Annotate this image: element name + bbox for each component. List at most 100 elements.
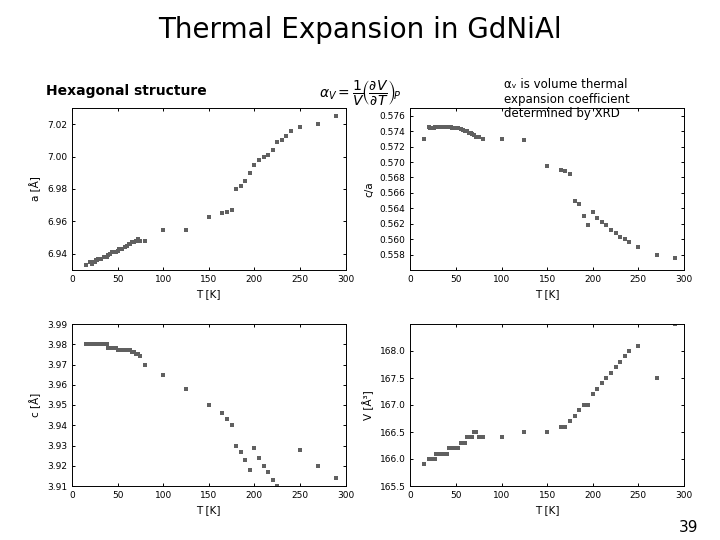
Point: [128, 348, 140, 357]
Point: [107, 344, 118, 353]
Point: [518, 136, 530, 145]
Point: [578, 401, 590, 409]
Point: [80, 261, 91, 269]
Point: [439, 123, 451, 132]
Point: [127, 238, 138, 247]
Point: [441, 449, 453, 458]
Point: [564, 417, 576, 426]
Point: [582, 221, 594, 230]
Point: [103, 344, 114, 353]
Point: [294, 123, 306, 132]
Point: [90, 256, 102, 265]
Point: [248, 443, 260, 452]
Point: [446, 444, 458, 453]
Y-axis label: c/a: c/a: [364, 181, 374, 197]
Point: [91, 340, 102, 349]
Point: [452, 444, 464, 453]
Point: [226, 421, 238, 430]
Point: [180, 384, 192, 393]
Point: [139, 237, 150, 245]
Point: [428, 124, 439, 132]
Point: [107, 248, 118, 256]
Point: [430, 123, 441, 132]
Point: [88, 340, 99, 349]
Point: [203, 401, 215, 409]
Point: [94, 254, 105, 263]
Point: [271, 482, 283, 490]
Point: [101, 340, 112, 349]
Point: [462, 127, 473, 136]
Point: [217, 209, 228, 218]
Point: [418, 134, 430, 143]
Point: [426, 124, 438, 132]
Point: [101, 253, 112, 261]
Point: [103, 251, 114, 260]
Point: [119, 243, 130, 252]
Point: [423, 123, 434, 132]
Point: [121, 241, 132, 250]
Point: [541, 161, 553, 170]
Point: [312, 120, 324, 129]
Point: [276, 136, 287, 145]
Point: [123, 240, 135, 248]
Point: [436, 123, 448, 132]
Point: [244, 168, 256, 177]
Point: [606, 226, 617, 234]
Point: [470, 132, 482, 141]
Point: [467, 130, 478, 139]
Point: [230, 441, 242, 450]
Point: [84, 340, 96, 349]
Point: [123, 346, 135, 355]
Point: [104, 344, 116, 353]
Point: [285, 126, 297, 135]
Point: [86, 340, 98, 349]
Point: [248, 160, 260, 169]
Point: [423, 455, 434, 463]
Point: [467, 433, 478, 442]
Point: [114, 346, 125, 355]
Point: [518, 428, 530, 436]
Point: [651, 374, 662, 382]
Point: [125, 240, 136, 248]
Point: [470, 428, 482, 436]
Point: [462, 433, 473, 442]
Text: Thermal Expansion in GdNiAl: Thermal Expansion in GdNiAl: [158, 16, 562, 44]
Point: [443, 123, 454, 132]
Point: [235, 181, 246, 190]
Point: [619, 235, 631, 244]
Point: [244, 465, 256, 474]
X-axis label: T [K]: T [K]: [535, 289, 559, 299]
Point: [569, 411, 580, 420]
X-axis label: T [K]: T [K]: [197, 289, 221, 299]
Point: [587, 390, 598, 399]
Point: [84, 258, 96, 266]
Point: [158, 225, 169, 234]
Point: [614, 357, 626, 366]
Point: [614, 233, 626, 241]
Point: [610, 363, 621, 372]
Point: [285, 502, 297, 511]
Point: [253, 453, 265, 462]
Point: [449, 124, 460, 132]
Point: [578, 212, 590, 220]
Point: [330, 112, 342, 120]
Point: [573, 406, 585, 415]
Point: [463, 433, 474, 442]
Point: [130, 237, 142, 245]
Point: [445, 444, 456, 453]
Point: [217, 409, 228, 417]
Point: [455, 125, 467, 133]
Point: [624, 347, 635, 355]
Point: [473, 133, 485, 141]
Point: [582, 401, 594, 409]
Point: [294, 446, 306, 454]
Point: [158, 370, 169, 379]
Point: [117, 346, 128, 355]
Point: [127, 348, 138, 357]
Text: αᵥ is volume thermal: αᵥ is volume thermal: [504, 78, 628, 91]
Point: [132, 235, 143, 244]
Point: [429, 455, 441, 463]
Point: [596, 379, 608, 388]
Point: [669, 320, 680, 328]
Point: [89, 340, 101, 349]
